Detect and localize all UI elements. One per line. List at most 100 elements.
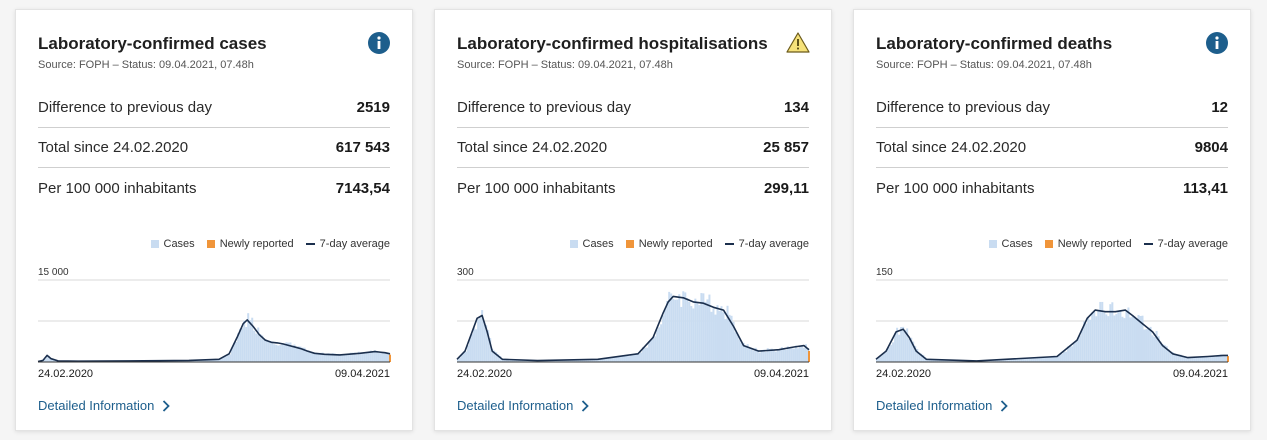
case-bar (646, 347, 649, 362)
case-bar (204, 359, 207, 362)
case-bar (940, 359, 943, 362)
case-bar (601, 358, 604, 362)
case-bar (1215, 355, 1218, 362)
case-bar (603, 357, 606, 362)
case-bar (471, 333, 474, 362)
case-bar (623, 354, 626, 362)
case-bar (383, 352, 386, 362)
case-bar (261, 335, 264, 362)
detailed-information-link[interactable]: Detailed Information (38, 398, 171, 413)
case-bar (1181, 356, 1184, 362)
legend-item-newly[interactable]: Newly reported (625, 238, 713, 250)
case-bar (609, 357, 612, 362)
chart-svg: 15 000 24.02.2020 09.04.2021 (37, 267, 391, 380)
legend-item-newly[interactable]: Newly reported (206, 238, 294, 250)
case-bar (1018, 359, 1021, 362)
case-bar (243, 320, 246, 362)
legend-swatch (1143, 243, 1153, 245)
case-bar (998, 359, 1001, 362)
case-bar (780, 347, 783, 362)
case-bar (273, 344, 276, 362)
stats-table: Difference to previous day 12 Total sinc… (876, 88, 1228, 208)
case-bar (638, 354, 641, 362)
case-bar (686, 298, 689, 362)
case-bar (1203, 356, 1206, 362)
legend-item-average[interactable]: 7-day average (305, 238, 390, 250)
case-bar (517, 360, 520, 362)
card-title: Laboratory-confirmed deaths (876, 34, 1113, 53)
case-bar (210, 359, 213, 362)
warning-icon[interactable] (785, 30, 811, 56)
case-bar (738, 339, 741, 362)
case-bar (710, 311, 713, 362)
case-bar (333, 353, 336, 362)
detailed-information-link[interactable]: Detailed Information (457, 398, 590, 413)
case-bar (696, 301, 699, 362)
case-bar (587, 359, 590, 362)
case-bar (1201, 357, 1204, 362)
case-bar (1024, 358, 1027, 362)
info-icon[interactable] (366, 30, 392, 56)
x-tick-label-end: 09.04.2021 (1173, 368, 1228, 380)
case-bar (469, 337, 472, 362)
case-bar (1143, 329, 1146, 362)
case-bar (605, 358, 608, 362)
case-bar (1014, 358, 1017, 362)
legend-item-newly[interactable]: Newly reported (1044, 238, 1132, 250)
case-bar (265, 339, 268, 362)
case-bar (387, 354, 390, 362)
deaths-chart[interactable]: 150 24.02.2020 09.04.2021 (875, 265, 1230, 390)
newly-reported-bar (389, 354, 391, 362)
case-bar (1147, 328, 1150, 362)
case-bar (664, 309, 667, 362)
average-line (875, 309, 1228, 362)
detailed-information-link[interactable]: Detailed Information (876, 398, 1009, 413)
case-bar (459, 357, 462, 362)
case-bar (1101, 301, 1104, 362)
case-bar (363, 353, 366, 362)
stat-row-per-100k: Per 100 000 inhabitants 299,11 (457, 168, 809, 208)
y-tick-label: 150 (876, 267, 893, 278)
case-bar (1099, 301, 1102, 362)
case-bar (229, 354, 232, 362)
case-bar (1159, 341, 1162, 362)
legend-label: Newly reported (219, 238, 294, 250)
cases-bars (457, 291, 809, 362)
info-icon[interactable] (1204, 30, 1230, 56)
case-bar (752, 350, 755, 362)
chart-svg: 150 24.02.2020 09.04.2021 (875, 267, 1229, 380)
legend-item-average[interactable]: 7-day average (724, 238, 809, 250)
case-bar (497, 354, 500, 362)
case-bar (569, 359, 572, 362)
hospitalisations-chart[interactable]: 300 24.02.2020 09.04.2021 (456, 265, 811, 390)
case-bar (573, 359, 576, 362)
case-bar (652, 337, 655, 362)
legend-item-cases[interactable]: Cases (150, 238, 195, 250)
case-bar (662, 315, 665, 362)
case-bar (1012, 358, 1015, 362)
case-bar (934, 359, 937, 362)
legend-item-average[interactable]: 7-day average (1143, 238, 1228, 250)
cases-chart[interactable]: 15 000 24.02.2020 09.04.2021 (37, 265, 392, 390)
case-bar (249, 320, 252, 362)
legend-item-cases[interactable]: Cases (569, 238, 614, 250)
case-bar (245, 327, 248, 362)
case-bar (505, 359, 508, 362)
legend-label: 7-day average (738, 238, 809, 250)
legend-swatch (724, 243, 734, 245)
case-bar (1119, 310, 1122, 362)
case-bar (740, 342, 743, 362)
case-bar (1077, 338, 1080, 362)
stat-label: Per 100 000 inhabitants (457, 179, 616, 197)
legend-label: Cases (163, 238, 195, 250)
case-bar (1199, 356, 1202, 362)
case-bar (545, 360, 548, 362)
case-bar (1145, 329, 1148, 362)
case-bar (267, 340, 270, 362)
case-bar (704, 301, 707, 362)
case-bar (172, 360, 175, 362)
legend-item-cases[interactable]: Cases (988, 238, 1033, 250)
hospitalisations-card: Laboratory-confirmed hospitalisations So… (434, 9, 832, 431)
case-bar (1131, 316, 1134, 362)
case-bar (289, 342, 292, 362)
